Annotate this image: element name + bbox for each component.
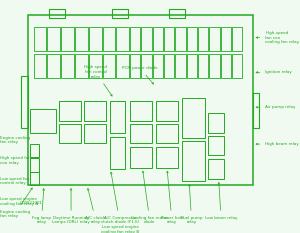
Bar <box>116 54 129 78</box>
Bar <box>130 27 140 51</box>
Bar <box>232 27 242 51</box>
Bar <box>208 136 224 155</box>
Bar <box>156 101 178 120</box>
Bar <box>116 27 129 51</box>
Bar <box>130 54 140 78</box>
Bar <box>30 144 39 158</box>
Bar <box>208 159 224 179</box>
Bar <box>209 27 220 51</box>
Bar <box>198 54 208 78</box>
Bar <box>59 101 81 120</box>
Text: A/C Compressor
clutch diode (F1.6)
Low speed engine
cooling fan relay B: A/C Compressor clutch diode (F1.6) Low s… <box>101 172 140 233</box>
Text: Power hold
relay: Power hold relay <box>160 171 183 224</box>
Text: Fog lamp
relay: Fog lamp relay <box>32 188 51 224</box>
Bar <box>75 27 88 51</box>
Bar <box>110 101 125 133</box>
Bar <box>187 27 197 51</box>
Bar <box>156 147 178 168</box>
Bar <box>103 27 115 51</box>
Bar <box>208 113 224 133</box>
Bar <box>110 137 125 169</box>
Bar <box>49 9 65 18</box>
Bar <box>89 54 102 78</box>
Bar <box>182 141 205 181</box>
Bar <box>47 27 60 51</box>
Bar <box>34 27 46 51</box>
Text: Low beam relay: Low beam relay <box>205 182 237 220</box>
Bar <box>175 54 186 78</box>
Text: Engine cooling
fan relay: Engine cooling fan relay <box>0 136 30 144</box>
Text: A/C clutch
relay: A/C clutch relay <box>85 188 106 224</box>
Bar <box>61 27 74 51</box>
Bar <box>21 76 28 128</box>
Bar <box>30 109 56 133</box>
Bar <box>84 101 106 120</box>
Bar <box>59 123 81 143</box>
Text: Ignition relay: Ignition relay <box>256 70 292 74</box>
Text: PCM power diode: PCM power diode <box>122 66 158 84</box>
Text: Low speed fan
control relay: Low speed fan control relay <box>0 177 29 185</box>
Bar <box>153 54 163 78</box>
Text: Fuel pump
relay: Fuel pump relay <box>181 185 202 224</box>
Text: G00521001: G00521001 <box>20 201 42 205</box>
Bar <box>232 54 242 78</box>
Text: High-speed
fan con
cooling fan relay: High-speed fan con cooling fan relay <box>256 31 299 44</box>
Bar <box>30 172 39 185</box>
Bar <box>130 101 152 120</box>
Bar <box>47 54 60 78</box>
Bar <box>112 9 127 18</box>
Bar <box>103 54 115 78</box>
Text: Engine cooling
fan relay: Engine cooling fan relay <box>0 188 32 218</box>
Text: High speed fan
con relay: High speed fan con relay <box>0 156 31 165</box>
Bar <box>187 54 197 78</box>
Bar <box>61 54 74 78</box>
Bar <box>141 27 152 51</box>
Bar <box>153 27 163 51</box>
Bar <box>209 54 220 78</box>
Bar <box>141 54 152 78</box>
Text: Cooling fan motor
diode: Cooling fan motor diode <box>131 171 168 224</box>
Bar <box>30 158 39 172</box>
Bar <box>175 27 186 51</box>
Bar <box>164 27 174 51</box>
Bar <box>220 27 231 51</box>
Bar <box>164 54 174 78</box>
Bar <box>220 54 231 78</box>
Bar <box>130 123 152 143</box>
Bar <box>169 9 185 18</box>
Bar <box>198 27 208 51</box>
Text: Air pump relay: Air pump relay <box>256 105 296 109</box>
Bar <box>34 54 46 78</box>
Bar <box>182 98 205 138</box>
Text: Low speed engine
cooling fan relay A: Low speed engine cooling fan relay A <box>0 197 38 206</box>
Text: Daytime Running
Lamps (DRL) relay: Daytime Running Lamps (DRL) relay <box>52 188 90 224</box>
Text: High beam relay: High beam relay <box>256 142 299 146</box>
Bar <box>84 123 106 143</box>
Bar <box>28 15 253 185</box>
Bar <box>75 54 88 78</box>
Bar <box>89 27 102 51</box>
Text: High speed
fan control
relay: High speed fan control relay <box>84 65 112 96</box>
Bar <box>130 147 152 168</box>
Bar <box>253 93 259 128</box>
Bar <box>156 123 178 143</box>
